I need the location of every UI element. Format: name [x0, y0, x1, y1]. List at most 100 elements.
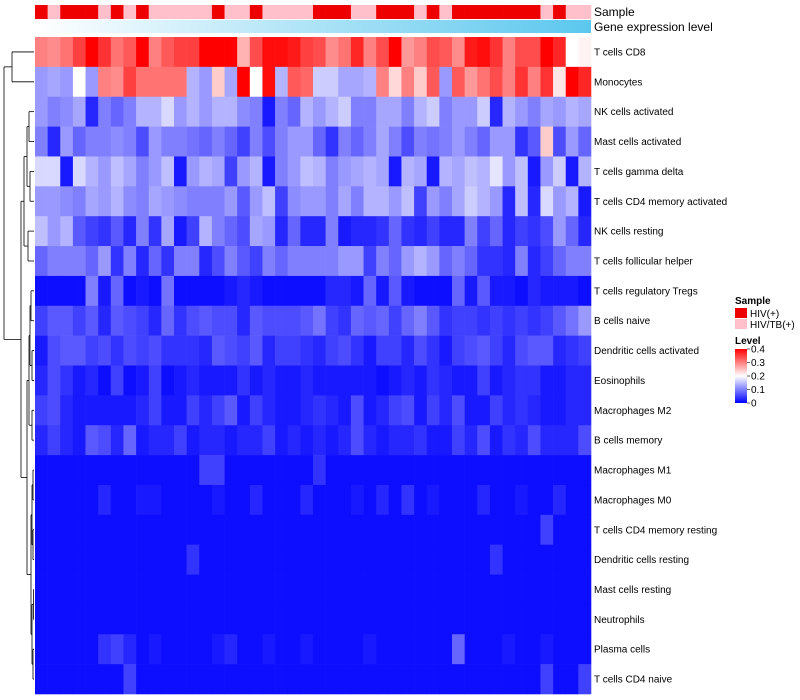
heatmap-cell	[578, 156, 592, 187]
heatmap-cell	[325, 216, 339, 247]
heatmap-cell	[211, 246, 225, 277]
heatmap-cell	[300, 216, 314, 247]
heatmap-cell	[186, 484, 200, 516]
heatmap-cell	[452, 634, 465, 665]
heatmap-cell	[313, 604, 326, 635]
heatmap-cell	[313, 484, 326, 516]
heatmap-cell	[237, 634, 251, 665]
heatmap-cell	[350, 96, 364, 127]
heatmap-cell	[313, 455, 326, 486]
heatmap-cell	[338, 484, 352, 516]
heatmap-cell	[211, 305, 225, 336]
heatmap-cell	[553, 574, 567, 605]
row-label: Dendritic cells resting	[594, 555, 689, 566]
heatmap-cell	[477, 634, 491, 665]
heatmap-cell	[287, 335, 301, 366]
heatmap-cell	[502, 186, 516, 217]
row-label: NK cells resting	[594, 227, 663, 238]
heatmap-cell	[224, 634, 238, 665]
heatmap-cell	[186, 66, 200, 98]
heatmap-cell	[515, 335, 529, 366]
heatmap-cell	[85, 186, 99, 217]
heatmap-cell	[249, 514, 263, 545]
heatmap-cell	[338, 335, 352, 366]
heatmap-cell	[174, 96, 187, 127]
heatmap-cell	[540, 484, 554, 516]
heatmap-cell	[199, 37, 213, 68]
heatmap-cell	[186, 126, 200, 157]
heatmap-cell	[350, 544, 364, 575]
legend-level-colorbar	[735, 349, 747, 403]
row-label: Neutrophils	[594, 615, 645, 626]
heatmap-cell	[275, 37, 289, 68]
row-labels: T cells CD8 Monocytes NK cells activated Ma…	[594, 47, 727, 685]
heatmap-cell	[426, 37, 440, 68]
heatmap-cell	[98, 66, 112, 98]
heatmap-cell	[110, 186, 124, 217]
heatmap-cell	[275, 246, 289, 277]
heatmap-cell	[452, 66, 465, 98]
heatmap-cell	[186, 544, 200, 575]
heatmap-cell	[489, 634, 503, 665]
heatmap-cell	[287, 275, 301, 307]
legend-sample-title: Sample	[735, 296, 771, 307]
sample-annotation-cell	[47, 5, 61, 19]
heatmap-cell	[300, 37, 314, 68]
heatmap-cell	[338, 455, 352, 486]
heatmap-cell	[464, 455, 478, 486]
heatmap-cell	[376, 365, 390, 396]
heatmap-cell	[174, 544, 187, 575]
heatmap-cell	[211, 275, 225, 307]
heatmap-cell	[477, 574, 491, 605]
heatmap-cell	[338, 37, 352, 68]
heatmap-cell	[313, 66, 326, 98]
heatmap-cell	[262, 186, 276, 217]
heatmap-cell	[136, 544, 150, 575]
heatmap-cell	[186, 275, 200, 307]
heatmap-cell	[98, 395, 112, 426]
heatmap-cell	[136, 186, 150, 217]
heatmap-cell	[110, 484, 124, 516]
heatmap-cell	[211, 156, 225, 187]
heatmap-cell	[237, 455, 251, 486]
sample-annotation-cell	[452, 5, 465, 19]
heatmap-cell	[98, 484, 112, 516]
heatmap-cell	[401, 186, 415, 217]
heatmap-cell	[85, 395, 99, 426]
heatmap-cell	[186, 96, 200, 127]
heatmap-cell	[477, 664, 491, 695]
heatmap-cell	[174, 514, 187, 545]
row-label: Mast cells resting	[594, 585, 671, 596]
heatmap-cell	[186, 425, 200, 456]
sample-annotation-cell	[211, 5, 225, 19]
heatmap-cell	[363, 96, 377, 127]
heatmap-cell	[262, 455, 276, 486]
heatmap-cell	[489, 455, 503, 486]
heatmap-cell	[313, 305, 326, 336]
heatmap-cell	[414, 664, 428, 695]
heatmap-cell	[477, 335, 491, 366]
heatmap-cell	[477, 604, 491, 635]
heatmap-cell	[502, 126, 516, 157]
heatmap-cell	[249, 216, 263, 247]
row-label: T cells CD4 memory activated	[594, 197, 727, 208]
heatmap-cell	[85, 66, 99, 98]
heatmap-cell	[123, 96, 137, 127]
heatmap-cell	[35, 275, 48, 307]
heatmap-cell	[540, 126, 554, 157]
heatmap-cell	[211, 37, 225, 68]
heatmap-cell	[325, 514, 339, 545]
heatmap-cell	[452, 96, 465, 127]
heatmap-cell	[477, 96, 491, 127]
heatmap-cell	[47, 275, 61, 307]
heatmap-cell	[388, 126, 402, 157]
heatmap-cell	[186, 574, 200, 605]
heatmap-cell	[300, 484, 314, 516]
heatmap-cell	[110, 455, 124, 486]
heatmap-cell	[123, 66, 137, 98]
legend-level-title: Level	[735, 336, 761, 347]
heatmap-cell	[464, 574, 478, 605]
sample-annotation-cell	[35, 5, 48, 19]
heatmap-cell	[502, 514, 516, 545]
heatmap-cell	[376, 275, 390, 307]
